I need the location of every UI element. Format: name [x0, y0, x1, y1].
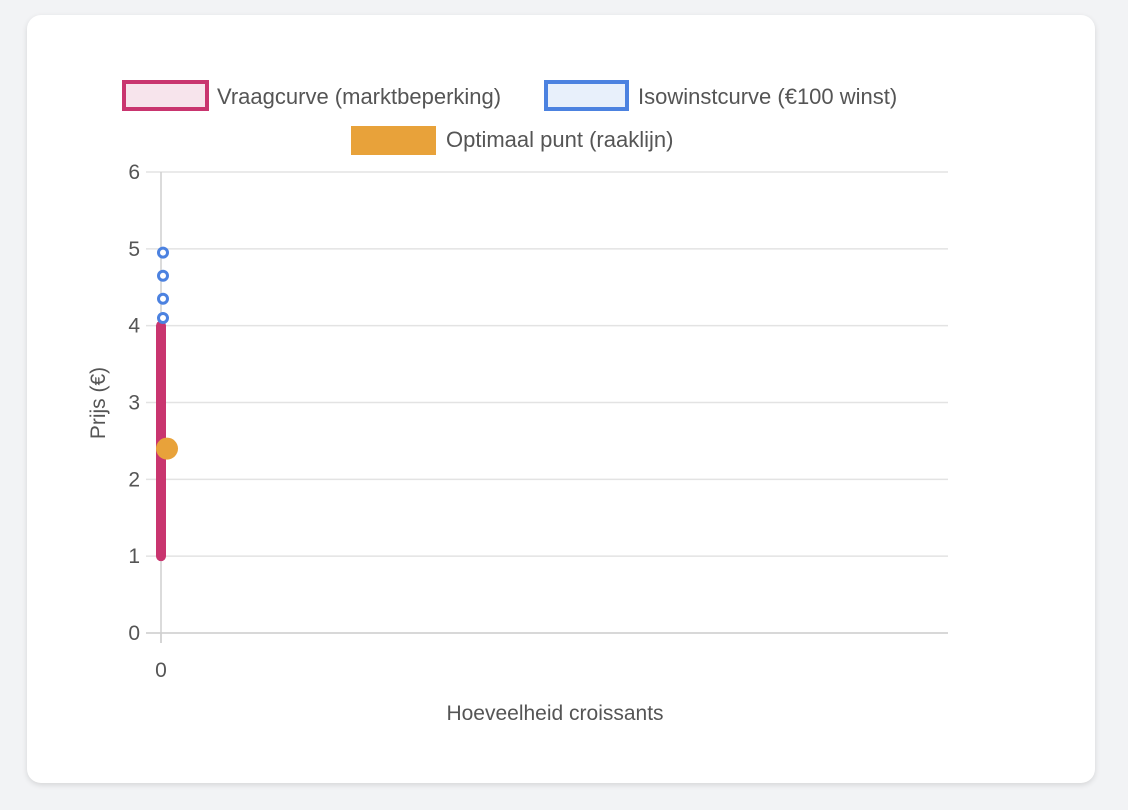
legend: Vraagcurve (marktbeperking) Isowinstcurv… — [122, 80, 897, 155]
legend-label-demand: Vraagcurve (marktbeperking) — [217, 84, 501, 109]
x-axis-title: Hoeveelheid croissants — [446, 702, 663, 725]
y-axis-title: Prijs (€) — [87, 367, 110, 439]
legend-item-isoprofit[interactable]: Isowinstcurve (€100 winst) — [544, 80, 897, 111]
legend-swatch-demand — [122, 80, 209, 111]
isoprofit-point — [157, 311, 169, 324]
isoprofit-point — [157, 246, 169, 259]
y-tick-label: 4 — [128, 315, 140, 338]
legend-label-isoprofit: Isowinstcurve (€100 winst) — [638, 84, 897, 109]
optimum-point — [156, 437, 178, 460]
y-tick-label: 2 — [128, 468, 140, 491]
legend-swatch-optimum — [351, 126, 436, 155]
y-tick-label: 5 — [128, 238, 140, 261]
y-tick-label: 0 — [128, 622, 140, 645]
grid — [146, 171, 948, 634]
x-tick-label: 0 — [155, 659, 167, 682]
y-tick-labels: 0 1 2 3 4 5 6 — [128, 161, 140, 645]
isoprofit-point — [157, 269, 169, 282]
legend-item-optimum[interactable]: Optimaal punt (raaklijn) — [351, 126, 673, 155]
legend-item-demand[interactable]: Vraagcurve (marktbeperking) — [122, 80, 501, 111]
y-tick-label: 6 — [128, 161, 140, 184]
isoprofit-point — [157, 292, 169, 305]
y-tick-label: 1 — [128, 545, 140, 568]
legend-swatch-isoprofit — [544, 80, 629, 111]
chart-card — [27, 15, 1095, 783]
legend-label-optimum: Optimaal punt (raaklijn) — [446, 127, 673, 152]
y-tick-label: 3 — [128, 392, 140, 415]
plot-marks — [156, 246, 178, 562]
